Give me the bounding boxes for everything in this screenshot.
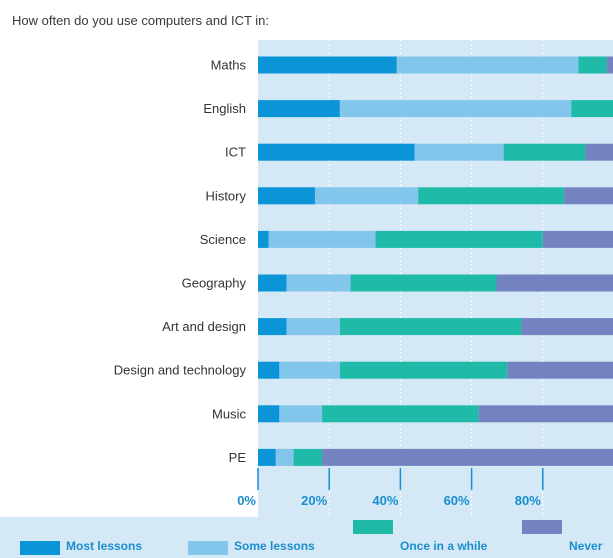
category-label: PE (229, 450, 247, 465)
bar-segment (585, 143, 613, 161)
bar-segment (606, 56, 613, 74)
bar-segment (322, 405, 479, 423)
bar-segment (375, 230, 543, 248)
bar-segment (542, 230, 613, 248)
bar-segment (275, 448, 294, 466)
x-tick-label: 60% (444, 493, 470, 508)
bar-segment (258, 448, 276, 466)
bar-segment (293, 448, 323, 466)
chart-question: How often do you use computers and ICT i… (12, 13, 270, 28)
bar-segment (339, 361, 508, 379)
bar-segment (314, 187, 419, 205)
bar-segment (507, 361, 613, 379)
bar-segment (396, 56, 579, 74)
bar-segment (339, 100, 572, 118)
category-label: Art and design (162, 319, 246, 334)
bar-segment (339, 318, 522, 336)
category-label: Maths (211, 58, 247, 73)
legend-swatch (188, 541, 228, 555)
legend-label: Once in a while (400, 539, 488, 553)
bar-segment (279, 405, 323, 423)
bar-segment (350, 274, 497, 292)
bar-segment (279, 361, 340, 379)
legend-label: Most lessons (66, 539, 143, 553)
x-tick-label: 20% (301, 493, 327, 508)
category-label: Geography (182, 276, 247, 291)
bar-segment (418, 187, 565, 205)
bar-segment (496, 274, 613, 292)
category-label: Science (200, 232, 246, 247)
legend-swatch (20, 541, 60, 555)
x-tick-label: 80% (515, 493, 541, 508)
bar-segment (268, 230, 376, 248)
bar-segment (578, 56, 607, 74)
bar-segment (258, 100, 340, 118)
bar-segment (258, 274, 287, 292)
bar-segment (258, 187, 315, 205)
stacked-bar-chart: Maths English ICT History Science Geography Ar… (114, 40, 613, 517)
legend-label: Some lessons (234, 539, 315, 553)
bar-segment (564, 187, 613, 205)
category-label: History (206, 188, 247, 203)
category-label: English (203, 101, 246, 116)
bar-segment (286, 274, 351, 292)
bar-segment (414, 143, 504, 161)
bar-segment (322, 448, 613, 466)
category-label: Design and technology (114, 363, 247, 378)
bar-segment (258, 56, 397, 74)
bar-segment (503, 143, 586, 161)
bar-segment (258, 318, 287, 336)
bar-segment (521, 318, 613, 336)
bar-segment (258, 361, 280, 379)
x-tick-label: 40% (372, 493, 398, 508)
bar-segment (258, 230, 269, 248)
legend-swatch (353, 520, 393, 534)
chart-legend: Most lessons Some lessons Once in a while N… (0, 517, 613, 558)
bar-segment (478, 405, 613, 423)
x-tick-label: 0% (237, 493, 256, 508)
category-label: Music (212, 406, 246, 421)
legend-label: Never (569, 539, 603, 553)
bar-segment (258, 405, 280, 423)
bar-segment (571, 100, 613, 118)
legend-swatch (522, 520, 562, 534)
category-label: ICT (225, 145, 246, 160)
bar-segment (258, 143, 415, 161)
bar-segment (286, 318, 340, 336)
